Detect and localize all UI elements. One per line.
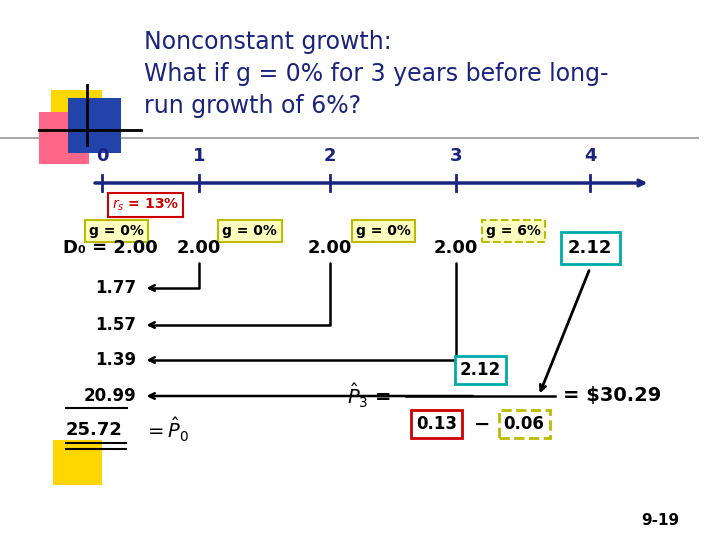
Text: 3: 3	[450, 147, 462, 165]
Text: run growth of 6%?: run growth of 6%?	[144, 94, 361, 118]
Text: 2.00: 2.00	[308, 239, 352, 257]
Text: −: −	[474, 415, 490, 434]
Text: 4: 4	[584, 147, 596, 165]
Bar	[53, 440, 102, 485]
Text: 1.57: 1.57	[95, 316, 136, 334]
Text: D₀ = 2.00: D₀ = 2.00	[63, 239, 158, 257]
Text: 20.99: 20.99	[83, 387, 136, 405]
Text: g = 0%: g = 0%	[356, 224, 411, 238]
Text: 1.77: 1.77	[95, 279, 136, 297]
Text: 9-19: 9-19	[642, 513, 680, 528]
Text: g = 0%: g = 0%	[89, 224, 144, 238]
Text: $\hat{P}_3$ =: $\hat{P}_3$ =	[348, 382, 392, 410]
Text: 1.39: 1.39	[95, 351, 136, 369]
Text: 2.12: 2.12	[460, 361, 501, 379]
Text: 0: 0	[96, 147, 108, 165]
Text: $r_s$ = 13%: $r_s$ = 13%	[112, 197, 179, 213]
Text: 2: 2	[324, 147, 336, 165]
Text: What if g = 0% for 3 years before long-: What if g = 0% for 3 years before long-	[144, 62, 608, 86]
Bar	[68, 98, 121, 153]
Text: 0.06: 0.06	[504, 415, 544, 433]
Text: Nonconstant growth:: Nonconstant growth:	[144, 30, 391, 54]
Text: 1: 1	[193, 147, 205, 165]
Text: g = 6%: g = 6%	[486, 224, 541, 238]
Text: 2.00: 2.00	[177, 239, 221, 257]
Text: = $30.29: = $30.29	[563, 387, 661, 406]
Text: $= \hat{P}_0$: $= \hat{P}_0$	[144, 416, 189, 444]
Text: 2.12: 2.12	[568, 239, 612, 257]
Text: g = 0%: g = 0%	[222, 224, 277, 238]
Text: 2.00: 2.00	[434, 239, 478, 257]
Text: 25.72: 25.72	[66, 421, 123, 439]
Bar	[51, 90, 102, 142]
Text: 0.13: 0.13	[416, 415, 457, 433]
Bar	[39, 112, 89, 164]
